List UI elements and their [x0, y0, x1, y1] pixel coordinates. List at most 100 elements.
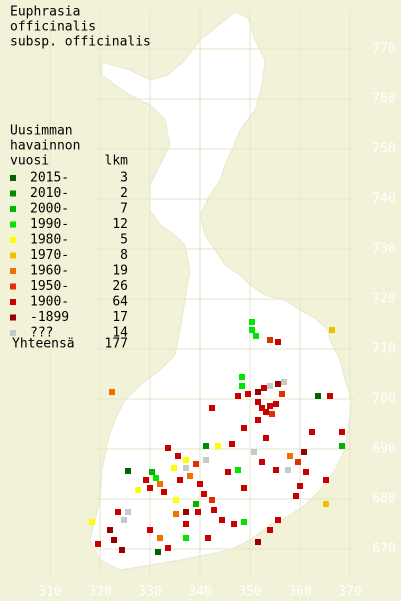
legend-label: 1950-	[30, 279, 69, 294]
observation-square	[149, 469, 155, 475]
y-axis-label: 760	[372, 92, 395, 107]
legend-swatch	[10, 190, 16, 197]
observation-square	[323, 477, 329, 483]
y-axis-label: 680	[372, 492, 395, 507]
observation-square	[215, 443, 221, 449]
observation-square	[119, 547, 125, 553]
observation-square	[241, 485, 247, 491]
y-axis-label: 750	[372, 142, 395, 157]
legend-total-label: Yhteensä	[12, 337, 75, 352]
observation-square	[279, 391, 285, 397]
legend-swatch	[10, 283, 16, 290]
legend-column: lkm	[105, 154, 129, 169]
observation-square	[121, 517, 127, 523]
observation-square	[115, 509, 121, 515]
observation-square	[273, 467, 279, 473]
observation-square	[209, 497, 215, 503]
legend-count: 64	[112, 295, 128, 310]
observation-square	[241, 425, 247, 431]
observation-square	[249, 327, 255, 333]
legend-swatch	[10, 252, 16, 259]
observation-square	[239, 374, 245, 380]
legend-label: 1900-	[30, 295, 69, 310]
observation-square	[183, 465, 189, 471]
observation-square	[255, 417, 261, 423]
observation-square	[273, 401, 279, 407]
legend-swatch	[10, 237, 16, 243]
observation-square	[251, 449, 257, 455]
observation-square	[225, 469, 231, 475]
observation-square	[229, 441, 235, 447]
observation-square	[165, 445, 171, 451]
observation-square	[193, 501, 199, 507]
observation-square	[147, 485, 153, 491]
observation-square	[263, 435, 269, 441]
legend-label: 1970-	[30, 248, 69, 263]
observation-square	[125, 509, 131, 515]
title-line: subsp. officinalis	[10, 35, 151, 50]
observation-square	[245, 391, 251, 397]
observation-square	[269, 411, 275, 417]
observation-square	[295, 459, 301, 465]
observation-square	[205, 535, 211, 541]
observation-square	[231, 521, 237, 527]
observation-square	[157, 481, 163, 487]
observation-square	[255, 539, 261, 545]
legend-count: 14	[112, 326, 128, 341]
observation-square	[135, 487, 141, 493]
y-axis-label: 670	[372, 542, 395, 557]
legend-label: ???	[30, 326, 53, 341]
observation-square	[287, 453, 293, 459]
observation-square	[155, 549, 161, 555]
legend-heading: Uusimman	[10, 124, 73, 139]
observation-square	[187, 473, 193, 479]
observation-square	[235, 467, 241, 473]
observation-square	[339, 443, 345, 449]
observation-square	[259, 459, 265, 465]
y-axis-label: 770	[372, 42, 395, 57]
x-axis-label: 340	[188, 585, 211, 600]
observation-square	[183, 535, 189, 541]
observation-square	[309, 429, 315, 435]
observation-square	[303, 469, 309, 475]
legend-count: 2	[120, 186, 128, 201]
observation-square	[111, 537, 117, 543]
legend-label: 1960-	[30, 264, 69, 279]
legend-count: 19	[112, 264, 128, 279]
observation-square	[95, 541, 101, 547]
observation-square	[197, 481, 203, 487]
observation-square	[285, 467, 291, 473]
observation-square	[147, 527, 153, 533]
observation-square	[209, 405, 215, 411]
y-axis-label: 690	[372, 442, 395, 457]
legend-label: 2010-	[30, 186, 69, 201]
legend-label: 1980-	[30, 233, 69, 248]
observation-square	[195, 509, 201, 515]
observation-square	[267, 527, 273, 533]
legend-count: 17	[112, 310, 128, 325]
observation-square	[203, 457, 209, 463]
legend-column: vuosi	[10, 154, 49, 169]
observation-square	[259, 405, 265, 411]
legend-swatch	[10, 206, 16, 212]
observation-square	[261, 385, 267, 391]
observations	[89, 319, 345, 555]
legend-swatch	[10, 175, 16, 181]
legend-swatch	[10, 314, 16, 321]
observation-square	[173, 497, 179, 503]
observation-square	[177, 477, 183, 483]
legend-heading: havainnon	[10, 139, 80, 154]
observation-square	[281, 379, 287, 385]
observation-square	[255, 389, 261, 395]
x-axis-label: 360	[288, 585, 311, 600]
observation-square	[267, 383, 273, 389]
observation-square	[219, 517, 225, 523]
legend-count: 12	[112, 217, 128, 232]
legend-count: 26	[112, 279, 128, 294]
observation-square	[201, 491, 207, 497]
observation-square	[125, 468, 131, 474]
observation-square	[211, 507, 217, 513]
legend-swatch	[10, 299, 16, 305]
observation-square	[329, 327, 335, 333]
